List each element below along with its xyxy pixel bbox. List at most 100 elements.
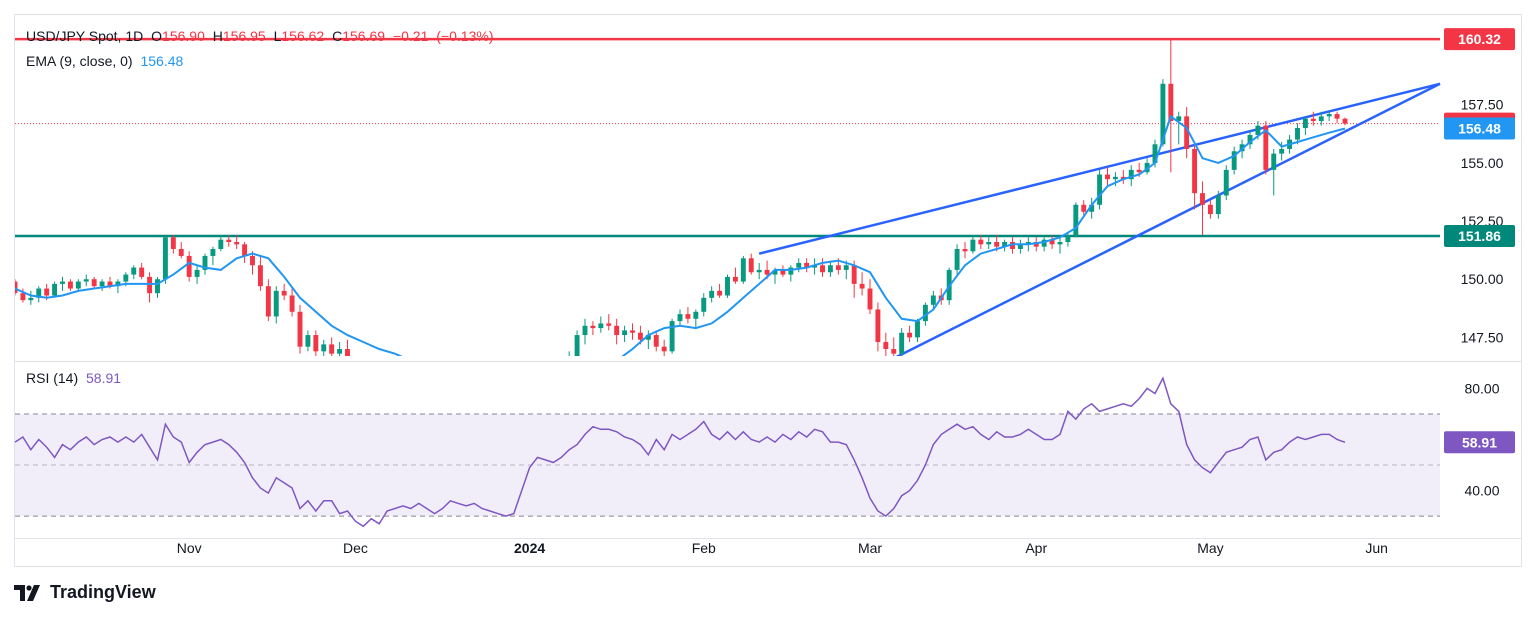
candle [1010, 237, 1015, 254]
low-label: L [273, 28, 282, 44]
candle [669, 318, 675, 354]
candle-body [1247, 134, 1253, 145]
candle [234, 235, 240, 249]
candle [614, 318, 620, 345]
candle [313, 330, 319, 356]
candle-body [1160, 83, 1166, 145]
candle-body [1097, 174, 1103, 205]
candle [954, 244, 960, 275]
price-label-text: 151.86 [1458, 228, 1501, 244]
rsi-label-text: 58.91 [1462, 434, 1497, 450]
rsi-label[interactable]: RSI (14) [26, 370, 79, 386]
candle [756, 262, 762, 280]
candle-body [107, 281, 113, 287]
candle [1184, 107, 1190, 159]
candle-body [67, 281, 73, 289]
candle [281, 283, 287, 301]
time-axis-tick: Mar [858, 540, 882, 556]
candle [1073, 202, 1079, 238]
candle [226, 235, 232, 247]
candle-body [226, 239, 232, 242]
candle [1200, 181, 1205, 236]
candle [1247, 130, 1253, 149]
candle-body [764, 269, 770, 275]
tradingview-brand[interactable]: TradingView [14, 582, 156, 603]
candle [139, 262, 145, 280]
candle [1033, 237, 1039, 252]
candle [1081, 200, 1087, 217]
candle [202, 253, 208, 275]
candle-body [574, 335, 580, 356]
candle [788, 265, 794, 282]
candle-body [875, 309, 881, 343]
candle [28, 290, 34, 305]
candle-body [1025, 242, 1031, 245]
candle-body [1295, 128, 1300, 140]
low-value: 156.62 [281, 28, 325, 44]
candle-body [1105, 174, 1110, 180]
candle [1310, 111, 1316, 126]
candle-body [1223, 169, 1229, 196]
candle-body [732, 276, 738, 282]
candle-body [756, 269, 762, 273]
close-value: 156.69 [342, 28, 386, 44]
open-value: 156.90 [162, 28, 205, 44]
candle-body [637, 332, 643, 340]
candle-body [321, 344, 327, 352]
candle [907, 325, 913, 343]
candle-body [1010, 242, 1015, 249]
candle-body [1176, 116, 1182, 122]
candle-body [796, 262, 802, 268]
candle-body [1184, 116, 1190, 149]
candle [1295, 123, 1300, 145]
ema-label[interactable]: EMA (9, close, 0) [26, 53, 133, 69]
candle-body [851, 265, 857, 284]
time-axis-tick: Dec [343, 540, 368, 556]
candle-body [1200, 193, 1205, 205]
candle-body [567, 358, 572, 372]
candle [661, 339, 667, 356]
candle-body [337, 349, 343, 354]
candle-body [170, 237, 176, 249]
price-label-text: 156.48 [1458, 120, 1501, 136]
candle [875, 302, 881, 352]
candle-body [75, 281, 81, 289]
candle-body [954, 248, 960, 270]
candle-body [1168, 83, 1174, 122]
symbol-label[interactable]: USD/JPY Spot, 1D [26, 28, 144, 44]
candle [1231, 146, 1237, 175]
high-label: H [212, 28, 223, 44]
price-axis-tick: 147.50 [1461, 329, 1504, 345]
candle [1017, 239, 1023, 254]
candle-body [1057, 242, 1063, 245]
rsi-label-box [1444, 431, 1515, 454]
candle-body [693, 311, 699, 319]
candle [210, 246, 216, 266]
price-axis-tick: 157.50 [1461, 97, 1504, 113]
candle [131, 265, 137, 280]
candle [891, 337, 897, 356]
candle-body [20, 293, 26, 301]
candle [170, 235, 176, 254]
candle-body [709, 290, 715, 298]
price-label-support: 151.86 [1444, 224, 1515, 247]
candle [1215, 190, 1221, 219]
trendline-lower [895, 82, 1441, 356]
candle [67, 279, 73, 291]
candle [645, 330, 651, 350]
candle-body [970, 239, 976, 252]
candle [796, 258, 802, 273]
price-label-text: 160.32 [1458, 31, 1501, 47]
candle-body [748, 258, 754, 273]
candle [1065, 232, 1071, 247]
candle [250, 251, 255, 275]
candle [321, 339, 327, 356]
candle-body [345, 349, 350, 356]
time-axis-tick: May [1197, 540, 1223, 556]
high-value: 156.95 [222, 28, 266, 44]
candle [780, 265, 786, 277]
candle-body [1089, 204, 1095, 212]
candle-body [1065, 235, 1071, 242]
candle [685, 307, 691, 324]
